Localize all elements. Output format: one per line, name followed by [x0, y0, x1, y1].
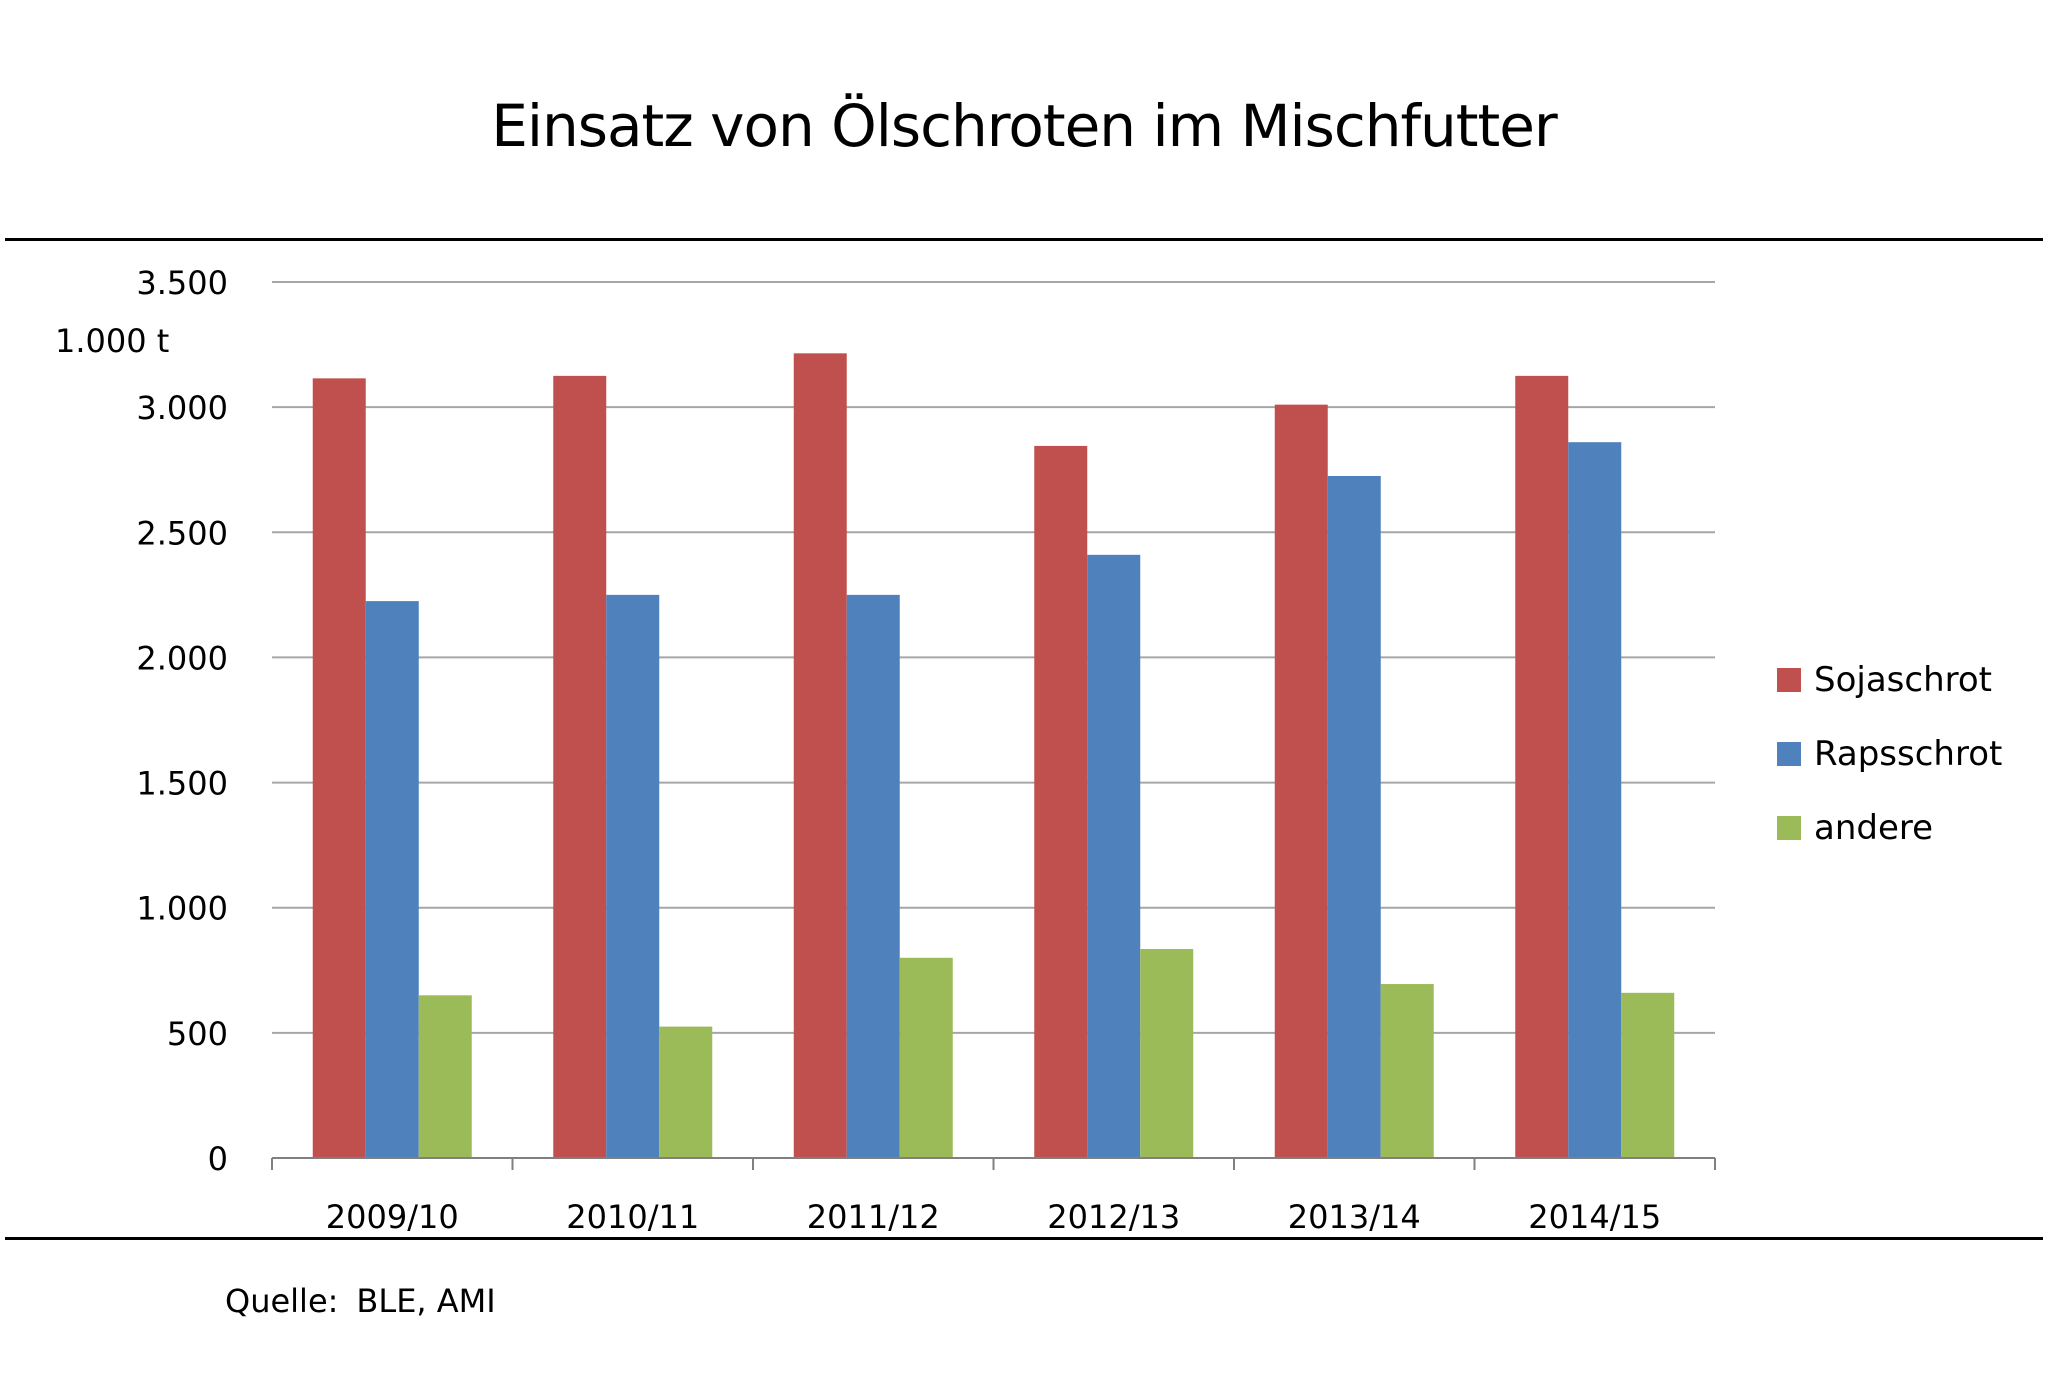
y-tick-label: 500	[167, 1015, 228, 1053]
chart-title: Einsatz von Ölschroten im Mischfutter	[491, 92, 1557, 160]
y-tick-label: 1.000	[136, 890, 228, 928]
axis-labels: 0 500 1.000 1.500 2.000 2.500 3.000 3.500 1.000 …	[55, 264, 1661, 1236]
y-tick-label: 3.000	[136, 389, 228, 427]
gridlines	[272, 281, 1715, 1034]
bar-andere-2009-10	[418, 995, 472, 1158]
bar-rapsschrot-2009-10	[365, 601, 419, 1158]
bar-andere-2012-13	[1140, 949, 1194, 1158]
bar-andere-2011-12	[899, 957, 953, 1158]
x-tick-label: 2013/14	[1288, 1198, 1421, 1236]
bar-andere-2010-11	[659, 1026, 713, 1158]
legend-label-rapsschrot: Rapsschrot	[1814, 734, 2002, 774]
bar-sojaschrot-2014-15	[1515, 375, 1569, 1158]
bar-andere-2013-14	[1380, 984, 1434, 1158]
legend-swatch-sojaschrot	[1777, 668, 1801, 692]
legend-swatch-rapsschrot	[1777, 742, 1801, 766]
x-tick-label: 2011/12	[807, 1198, 940, 1236]
x-tick-label: 2014/15	[1528, 1198, 1661, 1236]
y-tick-label: 3.500	[136, 264, 228, 302]
legend-label-sojaschrot: Sojaschrot	[1814, 660, 1992, 700]
legend: Sojaschrot Rapsschrot andere	[1777, 660, 2002, 848]
bar-rapsschrot-2014-15	[1568, 442, 1622, 1158]
y-tick-label: 2.500	[136, 514, 228, 552]
bar-sojaschrot-2013-14	[1274, 404, 1328, 1158]
bar-sojaschrot-2012-13	[1034, 445, 1088, 1158]
source-label: Quelle:	[225, 1282, 339, 1320]
bar-sojaschrot-2009-10	[312, 378, 366, 1158]
y-tick-label: 1.500	[136, 765, 228, 803]
bottom-divider	[5, 1237, 2043, 1240]
axes	[271, 1157, 1716, 1170]
legend-label-andere: andere	[1814, 808, 1933, 848]
y-tick-label: 2.000	[136, 639, 228, 677]
x-tick-label: 2010/11	[566, 1198, 699, 1236]
bar-rapsschrot-2012-13	[1087, 554, 1141, 1158]
bar-rapsschrot-2013-14	[1327, 475, 1381, 1158]
source-note: Quelle: BLE, AMI	[225, 1282, 496, 1320]
y-tick-label: 0	[208, 1140, 228, 1178]
bar-andere-2014-15	[1621, 992, 1675, 1158]
bar-sojaschrot-2010-11	[553, 375, 607, 1158]
legend-swatch-andere	[1777, 816, 1801, 840]
bar-sojaschrot-2011-12	[793, 353, 847, 1158]
x-tick-label: 2012/13	[1047, 1198, 1180, 1236]
x-tick-label: 2009/10	[326, 1198, 459, 1236]
y-axis-unit-label: 1.000 t	[55, 322, 169, 360]
bar-rapsschrot-2011-12	[846, 594, 900, 1158]
bar-rapsschrot-2010-11	[606, 594, 660, 1158]
source-value: BLE, AMI	[356, 1282, 496, 1320]
top-divider	[5, 238, 2043, 241]
bars	[312, 353, 1675, 1158]
